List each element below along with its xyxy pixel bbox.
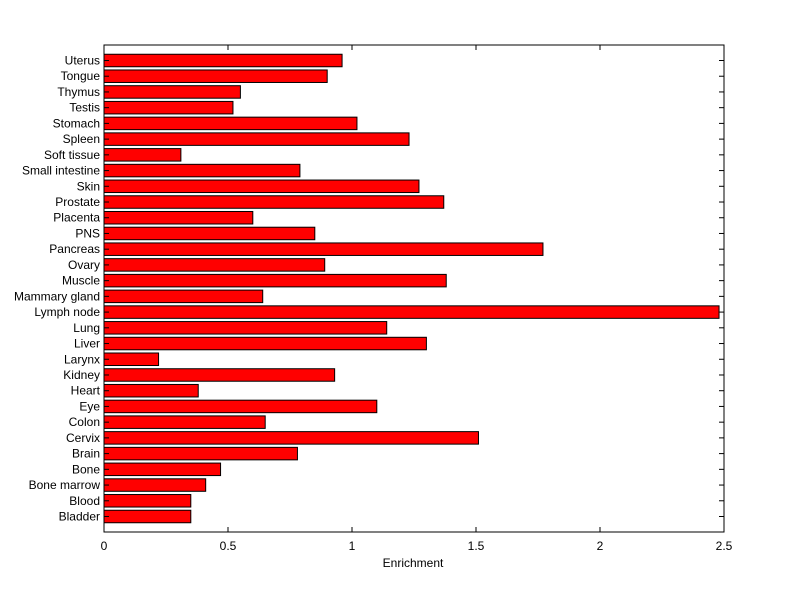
bar-heart <box>103 383 199 398</box>
bar-liver <box>103 336 427 351</box>
bar-blood <box>103 494 192 508</box>
category-label-prostate: Prostate <box>55 195 100 209</box>
category-label-skin: Skin <box>77 179 100 193</box>
category-label-heart: Heart <box>71 384 101 398</box>
bar-skin <box>103 179 420 194</box>
bar-eye <box>103 399 378 414</box>
x-ticks: 0 0.5 1 1.5 2 2.5 <box>101 45 733 553</box>
bar-colon <box>103 415 266 429</box>
bar-lymph-node <box>103 305 720 319</box>
category-label-pancreas: Pancreas <box>49 242 100 256</box>
bar-brain <box>103 446 298 461</box>
bar-bone <box>103 462 222 477</box>
bar-muscle <box>103 273 447 288</box>
category-label-uterus: Uterus <box>65 54 100 68</box>
category-label-bladder: Bladder <box>59 510 100 524</box>
bar-mammary-gland <box>103 289 264 304</box>
bar-bladder <box>103 509 192 524</box>
bar-pns <box>103 226 316 241</box>
category-label-mammary-gland: Mammary gland <box>14 289 100 303</box>
bar-cervix <box>103 431 479 445</box>
bar-ovary <box>103 258 326 272</box>
bar-prostate <box>103 195 445 209</box>
bar-stomach <box>103 116 358 131</box>
bar-thymus <box>103 85 241 99</box>
category-label-cervix: Cervix <box>66 431 100 445</box>
bar-kidney <box>103 368 336 382</box>
category-label-soft-tissue: Soft tissue <box>44 148 100 162</box>
bar-larynx <box>103 352 160 367</box>
plot-frame <box>103 44 725 533</box>
bar-small-intestine <box>103 163 301 178</box>
category-label-ovary: Ovary <box>68 258 100 272</box>
x-tick-label: 1.5 <box>468 539 485 553</box>
bar-spleen <box>103 132 410 146</box>
category-label-kidney: Kidney <box>63 368 100 382</box>
bar-tongue <box>103 69 328 83</box>
bar-pancreas <box>103 242 544 256</box>
category-label-colon: Colon <box>69 415 100 429</box>
x-axis-label: Enrichment <box>383 556 444 570</box>
category-label-spleen: Spleen <box>63 132 100 146</box>
category-label-lymph-node: Lymph node <box>34 305 100 319</box>
category-label-testis: Testis <box>69 101 100 115</box>
bar-testis <box>103 100 234 115</box>
category-label-bone-marrow: Bone marrow <box>29 478 101 492</box>
x-tick-label: 2.5 <box>716 539 733 553</box>
category-label-stomach: Stomach <box>53 116 100 130</box>
x-tick-label: 0.5 <box>220 539 237 553</box>
bar-lung <box>103 321 388 335</box>
category-label-thymus: Thymus <box>57 85 100 99</box>
category-label-placenta: Placenta <box>53 211 100 225</box>
category-label-eye: Eye <box>79 399 100 413</box>
category-label-tongue: Tongue <box>61 69 101 83</box>
category-label-brain: Brain <box>72 447 100 461</box>
category-label-blood: Blood <box>69 494 100 508</box>
category-label-small-intestine: Small intestine <box>22 164 100 178</box>
bar-soft-tissue <box>103 148 182 162</box>
category-label-bone: Bone <box>72 462 100 476</box>
category-label-liver: Liver <box>74 337 100 351</box>
category-label-lung: Lung <box>73 321 100 335</box>
bar-uterus <box>103 53 343 68</box>
category-label-pns: PNS <box>75 226 100 240</box>
category-label-muscle: Muscle <box>62 274 100 288</box>
bar-bone-marrow <box>103 478 207 492</box>
x-tick-label: 2 <box>597 539 604 553</box>
bar-placenta <box>103 210 254 225</box>
x-tick-label: 0 <box>101 539 108 553</box>
x-tick-label: 1 <box>349 539 356 553</box>
y-ticks <box>104 60 724 517</box>
category-label-larynx: Larynx <box>64 352 100 366</box>
